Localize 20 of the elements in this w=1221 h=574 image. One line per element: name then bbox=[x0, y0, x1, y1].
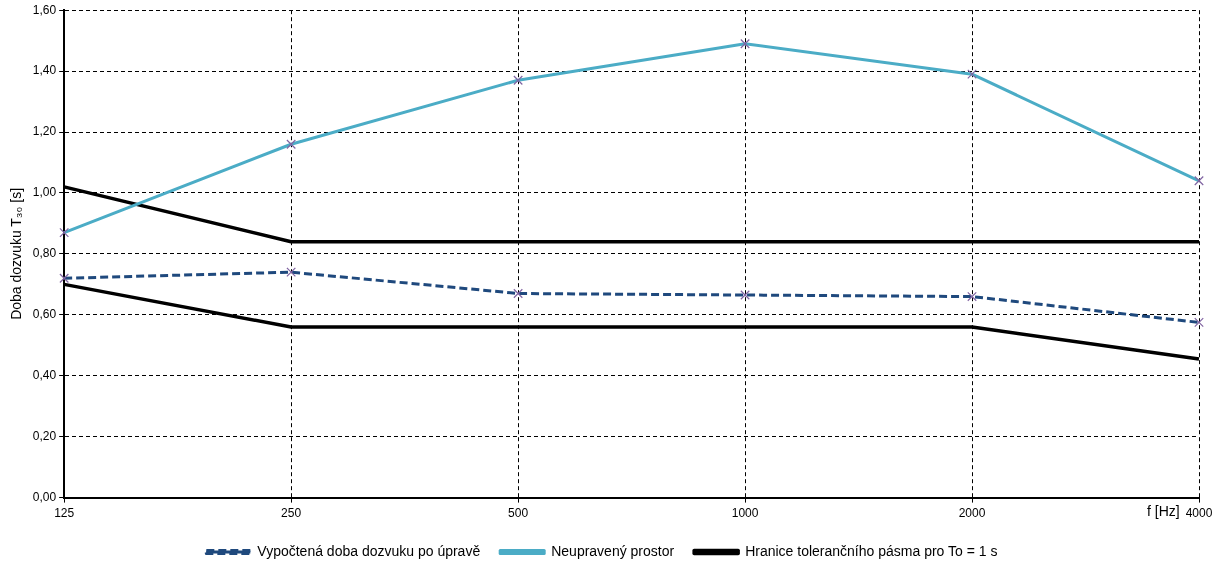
y-tick-label: 0,60 bbox=[32, 307, 57, 322]
y-tick-label: 0,40 bbox=[32, 368, 57, 383]
x-tick-label: 250 bbox=[281, 506, 302, 521]
y-tick-label: 1,20 bbox=[32, 124, 57, 139]
x-axis-title: f [Hz] bbox=[1147, 503, 1180, 520]
y-tick-label: 0,80 bbox=[32, 246, 57, 261]
x-tick-label: 125 bbox=[54, 506, 75, 521]
x-tick-label: 2000 bbox=[958, 506, 986, 521]
y-tick-label: 1,00 bbox=[32, 185, 57, 200]
x-tick-label: 4000 bbox=[1185, 506, 1213, 521]
legend-label: Hranice tolerančního pásma pro To = 1 s bbox=[745, 542, 998, 559]
x-tick-label: 500 bbox=[508, 506, 529, 521]
y-tick-label: 0,20 bbox=[32, 428, 57, 443]
y-tick-label: 1,60 bbox=[32, 2, 57, 17]
y-axis-title: Doba dozvuku T₃₀ [s] bbox=[8, 187, 25, 320]
legend-label: Vypočtená doba dozvuku po úpravě bbox=[257, 542, 481, 559]
y-tick-label: 0,00 bbox=[32, 489, 57, 504]
x-tick-label: 1000 bbox=[731, 506, 759, 521]
y-tick-label: 1,40 bbox=[32, 63, 57, 78]
legend-label: Neupravený prostor bbox=[551, 542, 675, 559]
